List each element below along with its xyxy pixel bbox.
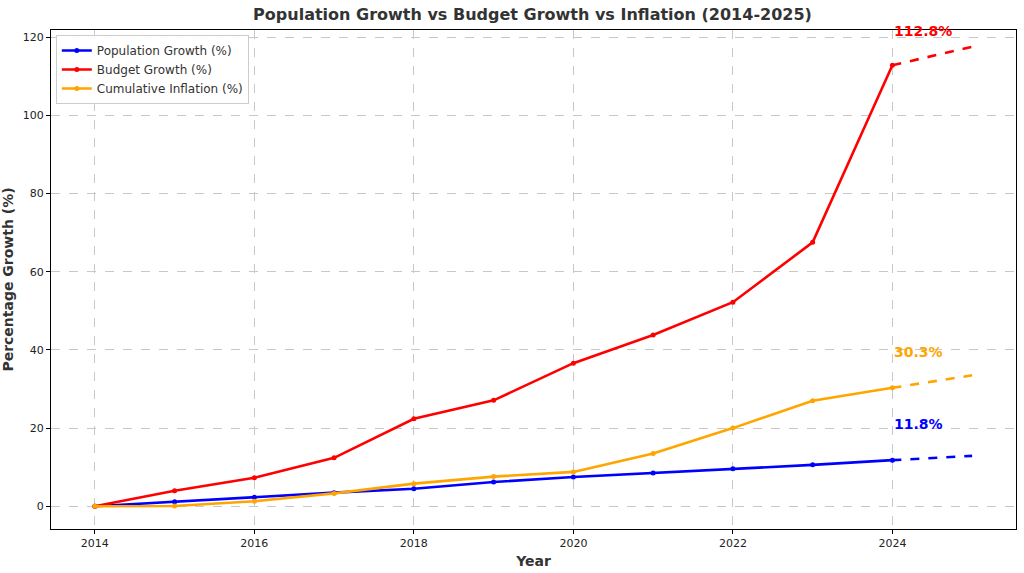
svg-text:2020: 2020	[559, 537, 587, 550]
svg-text:2024: 2024	[878, 537, 906, 550]
svg-text:2022: 2022	[719, 537, 747, 550]
svg-text:Budget Growth (%): Budget Growth (%)	[97, 63, 212, 77]
svg-text:Year: Year	[515, 553, 551, 569]
svg-text:60: 60	[30, 266, 44, 279]
svg-text:112.8%: 112.8%	[894, 23, 952, 39]
svg-text:30.3%: 30.3%	[894, 344, 943, 360]
svg-text:100: 100	[23, 109, 44, 122]
svg-text:2018: 2018	[400, 537, 428, 550]
svg-text:20: 20	[30, 422, 44, 435]
svg-text:Population Growth (%): Population Growth (%)	[97, 44, 232, 58]
svg-text:Population Growth vs Budget Gr: Population Growth vs Budget Growth vs In…	[253, 5, 812, 24]
svg-text:Cumulative Inflation (%): Cumulative Inflation (%)	[97, 82, 243, 96]
svg-text:Percentage Growth (%): Percentage Growth (%)	[0, 187, 16, 371]
svg-text:120: 120	[23, 31, 44, 44]
svg-text:0: 0	[37, 500, 44, 513]
svg-text:2016: 2016	[240, 537, 268, 550]
svg-text:40: 40	[30, 344, 44, 357]
svg-text:11.8%: 11.8%	[894, 416, 943, 432]
svg-text:80: 80	[30, 187, 44, 200]
svg-text:2014: 2014	[81, 537, 109, 550]
